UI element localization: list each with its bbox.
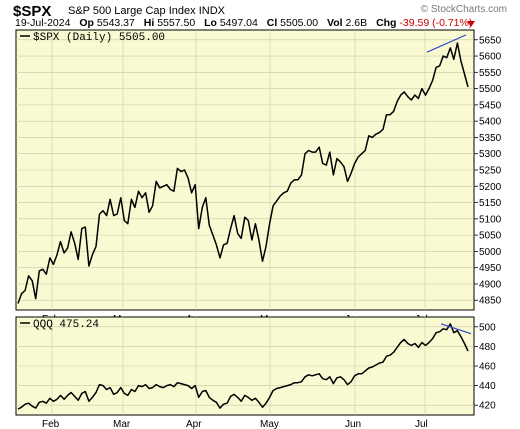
spx-y-tick-label: 4850	[479, 296, 502, 307]
qqq-price-line	[17, 323, 469, 410]
spx-y-tick-label: 5650	[479, 35, 502, 46]
quote-stats: 19-Jul-2024 Op 5543.37 Hi 5557.50 Lo 549…	[15, 17, 472, 29]
qqq-panel: 420 440 460 480 500 Feb Mar Apr May Jun Jul QQQ 475…	[15, 316, 496, 429]
close-label: Cl	[266, 17, 278, 29]
spx-y-tick-label: 5350	[479, 133, 502, 144]
exchange-label: INDX	[198, 5, 225, 17]
stockcharts-watermark: © StockCharts.com	[420, 4, 507, 15]
spx-price-line	[17, 42, 469, 304]
spx-panel-label: $SPX (Daily) 5505.00	[33, 32, 165, 44]
qqq-x-tick-label: Mar	[113, 419, 131, 429]
qqq-x-tick-label: Jul	[415, 419, 428, 429]
qqq-y-tick-label: 500	[479, 322, 496, 333]
spx-y-tick-label: 5600	[479, 52, 502, 63]
spx-y-tick-label: 5100	[479, 214, 502, 225]
qqq-x-tick-label: May	[260, 419, 279, 429]
spx-trendline	[426, 34, 467, 53]
volume-label: Vol	[327, 17, 343, 29]
spx-y-tick-label: 5150	[479, 198, 502, 209]
qqq-panel-label: QQQ 475.24	[33, 319, 99, 331]
spx-y-tick-label: 5000	[479, 247, 502, 258]
change-value: -39.59 (-0.71%)	[399, 17, 473, 29]
qqq-x-tick-label: Feb	[42, 419, 60, 429]
volume-value: 2.6B	[345, 17, 368, 29]
down-arrow-icon	[467, 21, 475, 27]
high-label: Hi	[143, 17, 155, 29]
qqq-x-tick-label: Apr	[186, 419, 202, 429]
spx-panel: 4850 4900 4950 5000 5050 5100 5150 5200 5250 5300…	[15, 29, 502, 325]
qqq-y-tick-label: 420	[479, 401, 496, 412]
spx-y-tick-label: 5050	[479, 231, 502, 242]
qqq-y-tick-label: 440	[479, 381, 496, 392]
low-label: Lo	[204, 17, 217, 29]
spx-y-tick-label: 4900	[479, 279, 502, 290]
high-value: 5557.50	[157, 17, 196, 29]
security-name: S&P 500 Large Cap Index INDX	[68, 5, 225, 17]
qqq-x-tick-label: Jun	[345, 419, 361, 429]
close-value: 5505.00	[280, 17, 319, 29]
quote-date: 19-Jul-2024	[15, 17, 71, 29]
spx-y-tick-label: 5550	[479, 68, 502, 79]
spx-y-tick-label: 5250	[479, 166, 502, 177]
spx-y-tick-label: 5400	[479, 117, 502, 128]
security-name-text: S&P 500 Large Cap Index	[68, 5, 196, 17]
low-value: 5497.04	[219, 17, 258, 29]
spx-y-tick-label: 5300	[479, 149, 502, 160]
change-label: Chg	[376, 17, 397, 29]
spx-y-tick-label: 5500	[479, 84, 502, 95]
open-value: 5543.37	[96, 17, 135, 29]
qqq-y-tick-label: 460	[479, 362, 496, 373]
qqq-y-tick-label: 480	[479, 342, 496, 353]
open-label: Op	[79, 17, 94, 29]
spx-y-tick-label: 5200	[479, 182, 502, 193]
qqq-trendline	[440, 323, 472, 335]
ticker-symbol: $SPX	[13, 3, 52, 20]
spx-y-tick-label: 4950	[479, 263, 502, 274]
spx-y-tick-label: 5450	[479, 100, 502, 111]
